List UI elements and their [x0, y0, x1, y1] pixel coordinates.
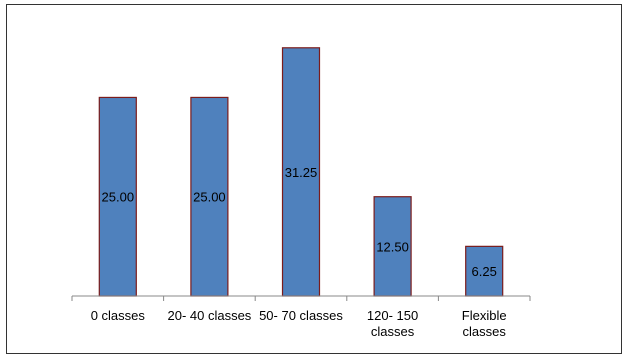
data-label: 25.00 [193, 190, 226, 205]
bar [281, 47, 321, 297]
x-tick-label: 0 classes [91, 308, 146, 323]
bars-group [98, 47, 504, 297]
data-label: 31.25 [285, 165, 318, 180]
x-tick-label: 50- 70 classes [259, 308, 343, 323]
bar [465, 245, 504, 297]
bar [190, 96, 229, 297]
data-label: 12.50 [376, 239, 409, 254]
x-tick-label: 120- 150 classes [367, 308, 418, 339]
x-axis [71, 295, 531, 301]
data-label: 25.00 [102, 190, 135, 205]
data-label: 6.25 [472, 264, 497, 279]
bar [98, 96, 137, 297]
labels-group: 25.00 0 classes 25.00 20- 40 classes 31.25 50… [91, 165, 507, 339]
x-tick-label: Flexible classes [462, 308, 507, 339]
x-tick-label: 20- 40 classes [167, 308, 251, 323]
